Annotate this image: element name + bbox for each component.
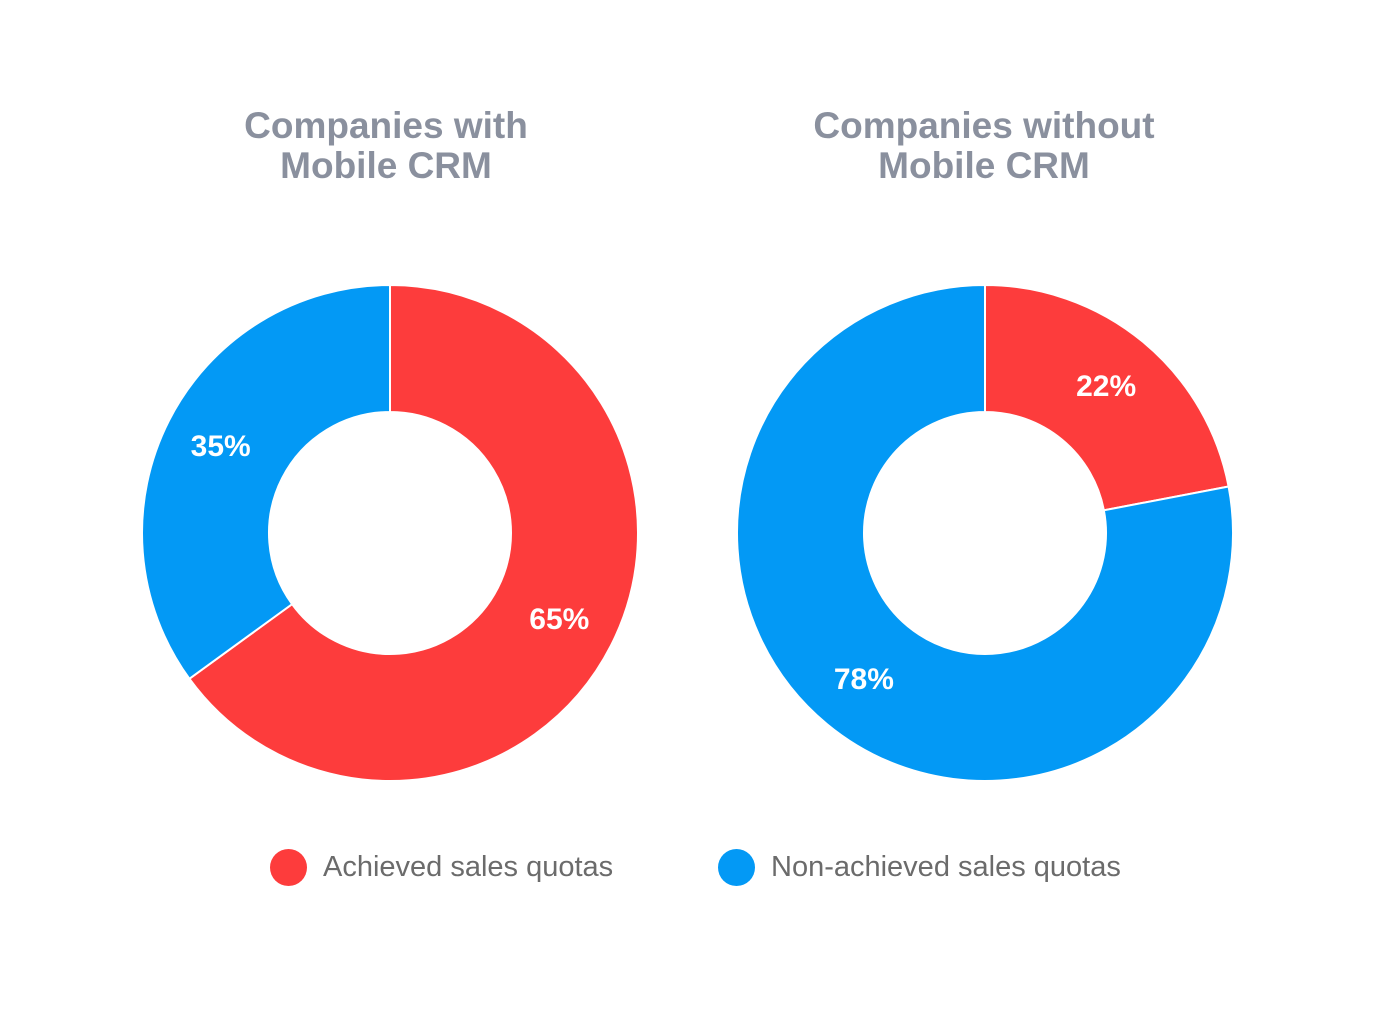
chart-title-line: Companies with (244, 105, 528, 146)
legend-label-achieved: Achieved sales quotas (323, 850, 614, 883)
legend-label-non-achieved: Non-achieved sales quotas (771, 850, 1121, 883)
chart-title-with-mobile-crm: Companies with Mobile CRM (126, 106, 646, 186)
donut-slice-non-achieved (736, 283, 1234, 782)
donut-slice-achieved (984, 283, 1230, 512)
legend-item-non-achieved: Non-achieved sales quotas (718, 845, 1121, 889)
slice-label-achieved: 22% (1076, 370, 1136, 403)
legend-swatch-achieved-dot (270, 848, 307, 886)
chart-title-line: Mobile CRM (280, 145, 492, 186)
slice-label-non-achieved: 35% (191, 430, 251, 463)
donut-slice-non-achieved (141, 283, 391, 681)
legend: Achieved sales quotas Non-achieved sales… (0, 845, 1380, 889)
donut-chart-without-mobile-crm: 22% 78% (736, 283, 1234, 782)
chart-title-line: Mobile CRM (878, 145, 1090, 186)
donut-slice-achieved (187, 283, 639, 782)
slice-label-non-achieved: 78% (834, 663, 894, 696)
chart-title-without-mobile-crm: Companies without Mobile CRM (724, 106, 1244, 186)
donut-chart-with-mobile-crm: 65% 35% (141, 283, 639, 782)
chart-title-line: Companies without (813, 105, 1155, 146)
legend-item-achieved: Achieved sales quotas (270, 845, 613, 889)
slice-label-achieved: 65% (529, 603, 589, 636)
legend-swatch-non-achieved-dot (718, 848, 755, 886)
